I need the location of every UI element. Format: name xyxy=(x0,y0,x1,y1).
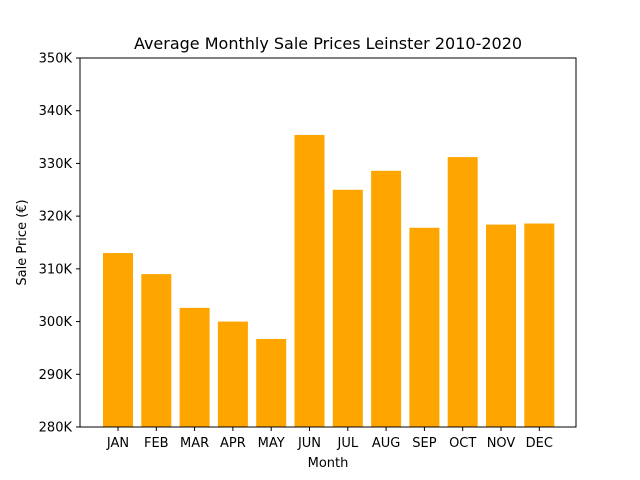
bar-jul xyxy=(332,189,363,427)
y-tick-label: 340K xyxy=(39,104,73,119)
bars-group xyxy=(103,134,555,427)
y-tick-label: 310K xyxy=(39,262,73,277)
bar-sep xyxy=(409,227,440,427)
x-tick-label-nov: NOV xyxy=(487,436,516,451)
bar-aug xyxy=(371,170,402,427)
x-axis: JAN FEB MAR APR MAY JUN JUL AUG SEP OCT NOV DEC xyxy=(106,427,553,451)
x-tick-label-jun: JUN xyxy=(297,436,321,451)
x-tick-label-aug: AUG xyxy=(372,436,400,451)
x-tick-label-jan: JAN xyxy=(106,436,129,451)
y-axis-label: Sale Price (€) xyxy=(15,199,30,285)
x-tick-label-dec: DEC xyxy=(526,436,553,451)
y-tick-label: 280K xyxy=(39,421,73,436)
bar-feb xyxy=(141,274,172,427)
x-tick-label-oct: OCT xyxy=(449,436,476,451)
bar-apr xyxy=(217,321,248,427)
x-tick-label-jul: JUL xyxy=(337,436,359,451)
bar-dec xyxy=(524,223,555,427)
x-tick-label-sep: SEP xyxy=(412,436,436,451)
y-tick-label: 300K xyxy=(39,315,73,330)
x-tick-label-feb: FEB xyxy=(144,436,169,451)
y-tick-label: 290K xyxy=(39,368,73,383)
y-tick-label: 330K xyxy=(39,157,73,172)
bar-oct xyxy=(447,157,478,427)
bar-jun xyxy=(294,134,325,427)
y-tick-label: 350K xyxy=(39,52,73,67)
chart-title: Average Monthly Sale Prices Leinster 201… xyxy=(134,34,522,53)
bar-nov xyxy=(486,224,516,427)
x-tick-label-mar: MAR xyxy=(180,436,209,451)
y-tick-label: 320K xyxy=(39,210,73,225)
bar-jan xyxy=(103,253,133,427)
y-axis: 280K 290K 300K 310K 320K 330K 340K 350K xyxy=(39,52,80,436)
x-tick-label-apr: APR xyxy=(220,436,246,451)
x-tick-label-may: MAY xyxy=(258,436,285,451)
bar-mar xyxy=(179,307,210,427)
bar-may xyxy=(256,338,287,427)
plot-frame xyxy=(79,57,577,428)
x-axis-label: Month xyxy=(308,456,349,471)
